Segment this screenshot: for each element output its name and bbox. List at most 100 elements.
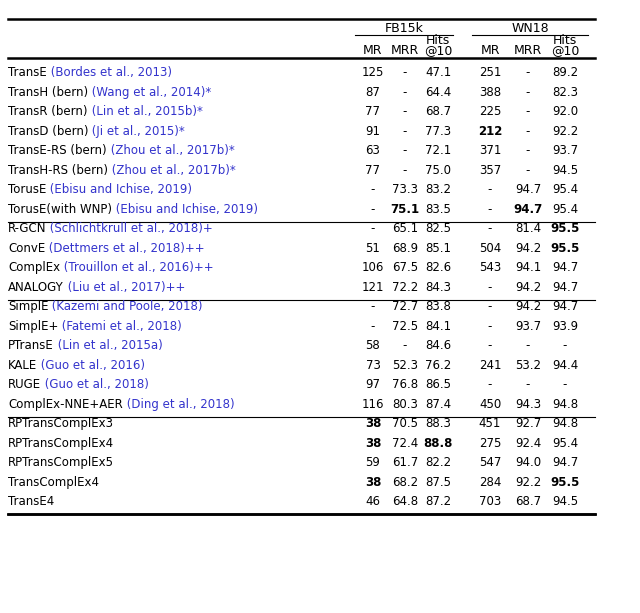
Text: MR: MR	[364, 44, 383, 56]
Text: 94.5: 94.5	[552, 164, 578, 177]
Text: 51: 51	[365, 242, 380, 254]
Text: 61.7: 61.7	[392, 456, 418, 469]
Text: 65.1: 65.1	[392, 222, 418, 235]
Text: 75.1: 75.1	[390, 203, 420, 216]
Text: 92.0: 92.0	[552, 105, 578, 118]
Text: 67.5: 67.5	[392, 261, 418, 274]
Text: 95.5: 95.5	[550, 222, 580, 235]
Text: 83.5: 83.5	[425, 203, 451, 216]
Text: ComplEx: ComplEx	[8, 261, 60, 274]
Text: 77.3: 77.3	[425, 124, 451, 138]
Text: (Bordes et al., 2013): (Bordes et al., 2013)	[47, 66, 172, 79]
Text: RPTransComplEx3: RPTransComplEx3	[8, 417, 114, 430]
Text: 703: 703	[479, 495, 501, 508]
Text: 77: 77	[365, 105, 381, 118]
Text: TransComplEx4: TransComplEx4	[8, 476, 99, 489]
Text: -: -	[403, 66, 407, 79]
Text: 284: 284	[479, 476, 501, 489]
Text: -: -	[371, 319, 375, 333]
Text: -: -	[526, 144, 530, 157]
Text: 64.8: 64.8	[392, 495, 418, 508]
Text: MRR: MRR	[514, 44, 542, 56]
Text: 451: 451	[479, 417, 501, 430]
Text: 82.2: 82.2	[425, 456, 451, 469]
Text: 94.2: 94.2	[515, 242, 541, 254]
Text: 94.7: 94.7	[552, 281, 578, 294]
Text: TransH (bern): TransH (bern)	[8, 86, 88, 99]
Text: ConvE: ConvE	[8, 242, 45, 254]
Text: Hits: Hits	[426, 34, 450, 47]
Text: 72.5: 72.5	[392, 319, 418, 333]
Text: 81.4: 81.4	[515, 222, 541, 235]
Text: 121: 121	[362, 281, 384, 294]
Text: (Kazemi and Poole, 2018): (Kazemi and Poole, 2018)	[49, 300, 203, 313]
Text: 97: 97	[365, 378, 381, 391]
Text: 87: 87	[365, 86, 380, 99]
Text: TransH-RS (bern): TransH-RS (bern)	[8, 164, 108, 177]
Text: 94.7: 94.7	[552, 456, 578, 469]
Text: (Zhou et al., 2017b)*: (Zhou et al., 2017b)*	[107, 144, 234, 157]
Text: WN18: WN18	[511, 21, 549, 34]
Text: 92.2: 92.2	[515, 476, 541, 489]
Text: TransE-RS (bern): TransE-RS (bern)	[8, 144, 107, 157]
Text: 94.8: 94.8	[552, 398, 578, 411]
Text: (Ding et al., 2018): (Ding et al., 2018)	[123, 398, 234, 411]
Text: -: -	[403, 105, 407, 118]
Text: -: -	[488, 281, 492, 294]
Text: -: -	[526, 339, 530, 352]
Text: 275: 275	[479, 436, 501, 449]
Text: RPTransComplEx4: RPTransComplEx4	[8, 436, 114, 449]
Text: Hits: Hits	[553, 34, 577, 47]
Text: 95.4: 95.4	[552, 436, 578, 449]
Text: -: -	[526, 86, 530, 99]
Text: 94.4: 94.4	[552, 359, 578, 371]
Text: 46: 46	[365, 495, 381, 508]
Text: 38: 38	[365, 417, 381, 430]
Text: 68.2: 68.2	[392, 476, 418, 489]
Text: 72.4: 72.4	[392, 436, 418, 449]
Text: 83.2: 83.2	[425, 183, 451, 196]
Text: 72.7: 72.7	[392, 300, 418, 313]
Text: 212: 212	[478, 124, 502, 138]
Text: -: -	[488, 339, 492, 352]
Text: @10: @10	[424, 45, 452, 58]
Text: 94.1: 94.1	[515, 261, 541, 274]
Text: 68.9: 68.9	[392, 242, 418, 254]
Text: -: -	[488, 319, 492, 333]
Text: 450: 450	[479, 398, 501, 411]
Text: (Trouillon et al., 2016)++: (Trouillon et al., 2016)++	[60, 261, 214, 274]
Text: KALE: KALE	[8, 359, 37, 371]
Text: 38: 38	[365, 476, 381, 489]
Text: -: -	[371, 183, 375, 196]
Text: 47.1: 47.1	[425, 66, 451, 79]
Text: R-GCN: R-GCN	[8, 222, 47, 235]
Text: -: -	[371, 203, 375, 216]
Text: -: -	[371, 300, 375, 313]
Text: (Guo et al., 2018): (Guo et al., 2018)	[41, 378, 149, 391]
Text: (Dettmers et al., 2018)++: (Dettmers et al., 2018)++	[45, 242, 205, 254]
Text: 92.2: 92.2	[552, 124, 578, 138]
Text: 371: 371	[479, 144, 501, 157]
Text: TorusE: TorusE	[8, 183, 46, 196]
Text: ComplEx-NNE+AER: ComplEx-NNE+AER	[8, 398, 123, 411]
Text: 72.1: 72.1	[425, 144, 451, 157]
Text: 72.2: 72.2	[392, 281, 418, 294]
Text: (Wang et al., 2014)*: (Wang et al., 2014)*	[88, 86, 211, 99]
Text: -: -	[526, 378, 530, 391]
Text: -: -	[488, 183, 492, 196]
Text: (Guo et al., 2016): (Guo et al., 2016)	[37, 359, 145, 371]
Text: (Ebisu and Ichise, 2019): (Ebisu and Ichise, 2019)	[46, 183, 193, 196]
Text: -: -	[488, 203, 492, 216]
Text: 241: 241	[479, 359, 501, 371]
Text: 82.5: 82.5	[425, 222, 451, 235]
Text: (Lin et al., 2015b)*: (Lin et al., 2015b)*	[88, 105, 202, 118]
Text: -: -	[403, 144, 407, 157]
Text: -: -	[371, 222, 375, 235]
Text: (Schlichtkrull et al., 2018)+: (Schlichtkrull et al., 2018)+	[47, 222, 213, 235]
Text: 84.6: 84.6	[425, 339, 451, 352]
Text: 94.8: 94.8	[552, 417, 578, 430]
Text: SimplE+: SimplE+	[8, 319, 58, 333]
Text: PTransE: PTransE	[8, 339, 54, 352]
Text: -: -	[488, 222, 492, 235]
Text: 357: 357	[479, 164, 501, 177]
